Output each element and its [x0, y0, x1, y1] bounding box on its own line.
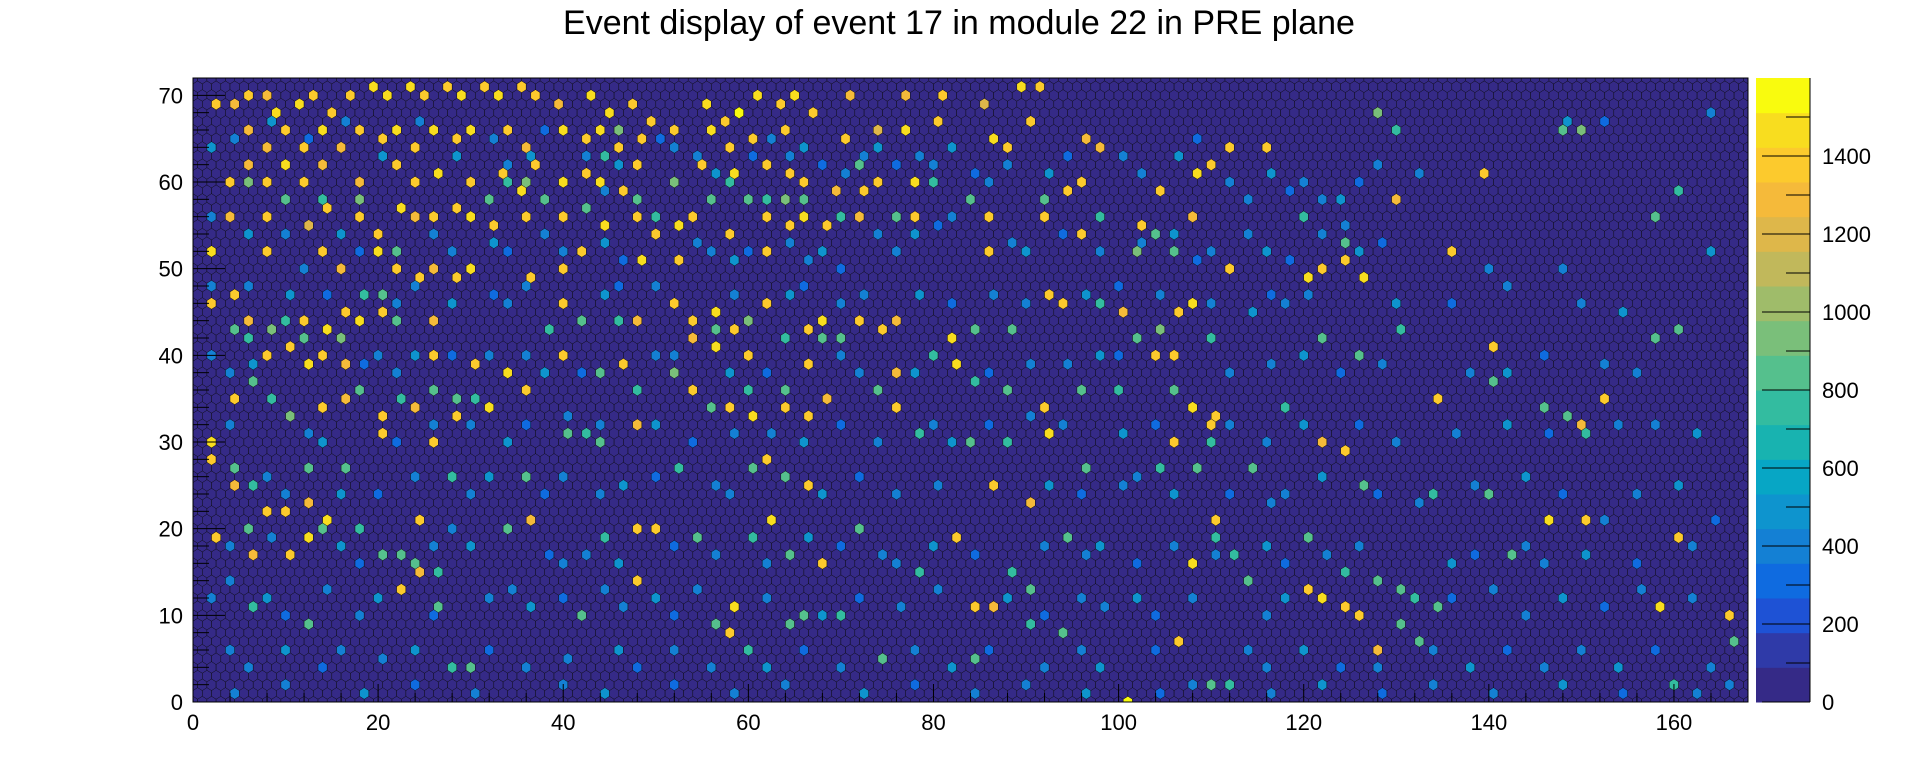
chart-title: Event display of event 17 in module 22 i…	[563, 4, 1355, 42]
hex-cell	[1747, 638, 1748, 645]
hex-cell	[1747, 499, 1748, 506]
hex-cell	[1747, 568, 1748, 576]
hex-cell	[1747, 603, 1748, 610]
hex-cell	[1747, 516, 1748, 524]
hex-cell	[1747, 672, 1748, 680]
hex-cell	[1747, 551, 1748, 558]
hex-cell	[1747, 620, 1748, 628]
hex-cell	[1747, 655, 1748, 662]
hex-cell	[1747, 482, 1748, 489]
plot-area	[193, 78, 1748, 702]
hex-cell	[1747, 586, 1748, 593]
hex-cell	[1747, 464, 1748, 472]
hex-cell	[1747, 534, 1748, 541]
hex-cell	[1747, 690, 1748, 697]
